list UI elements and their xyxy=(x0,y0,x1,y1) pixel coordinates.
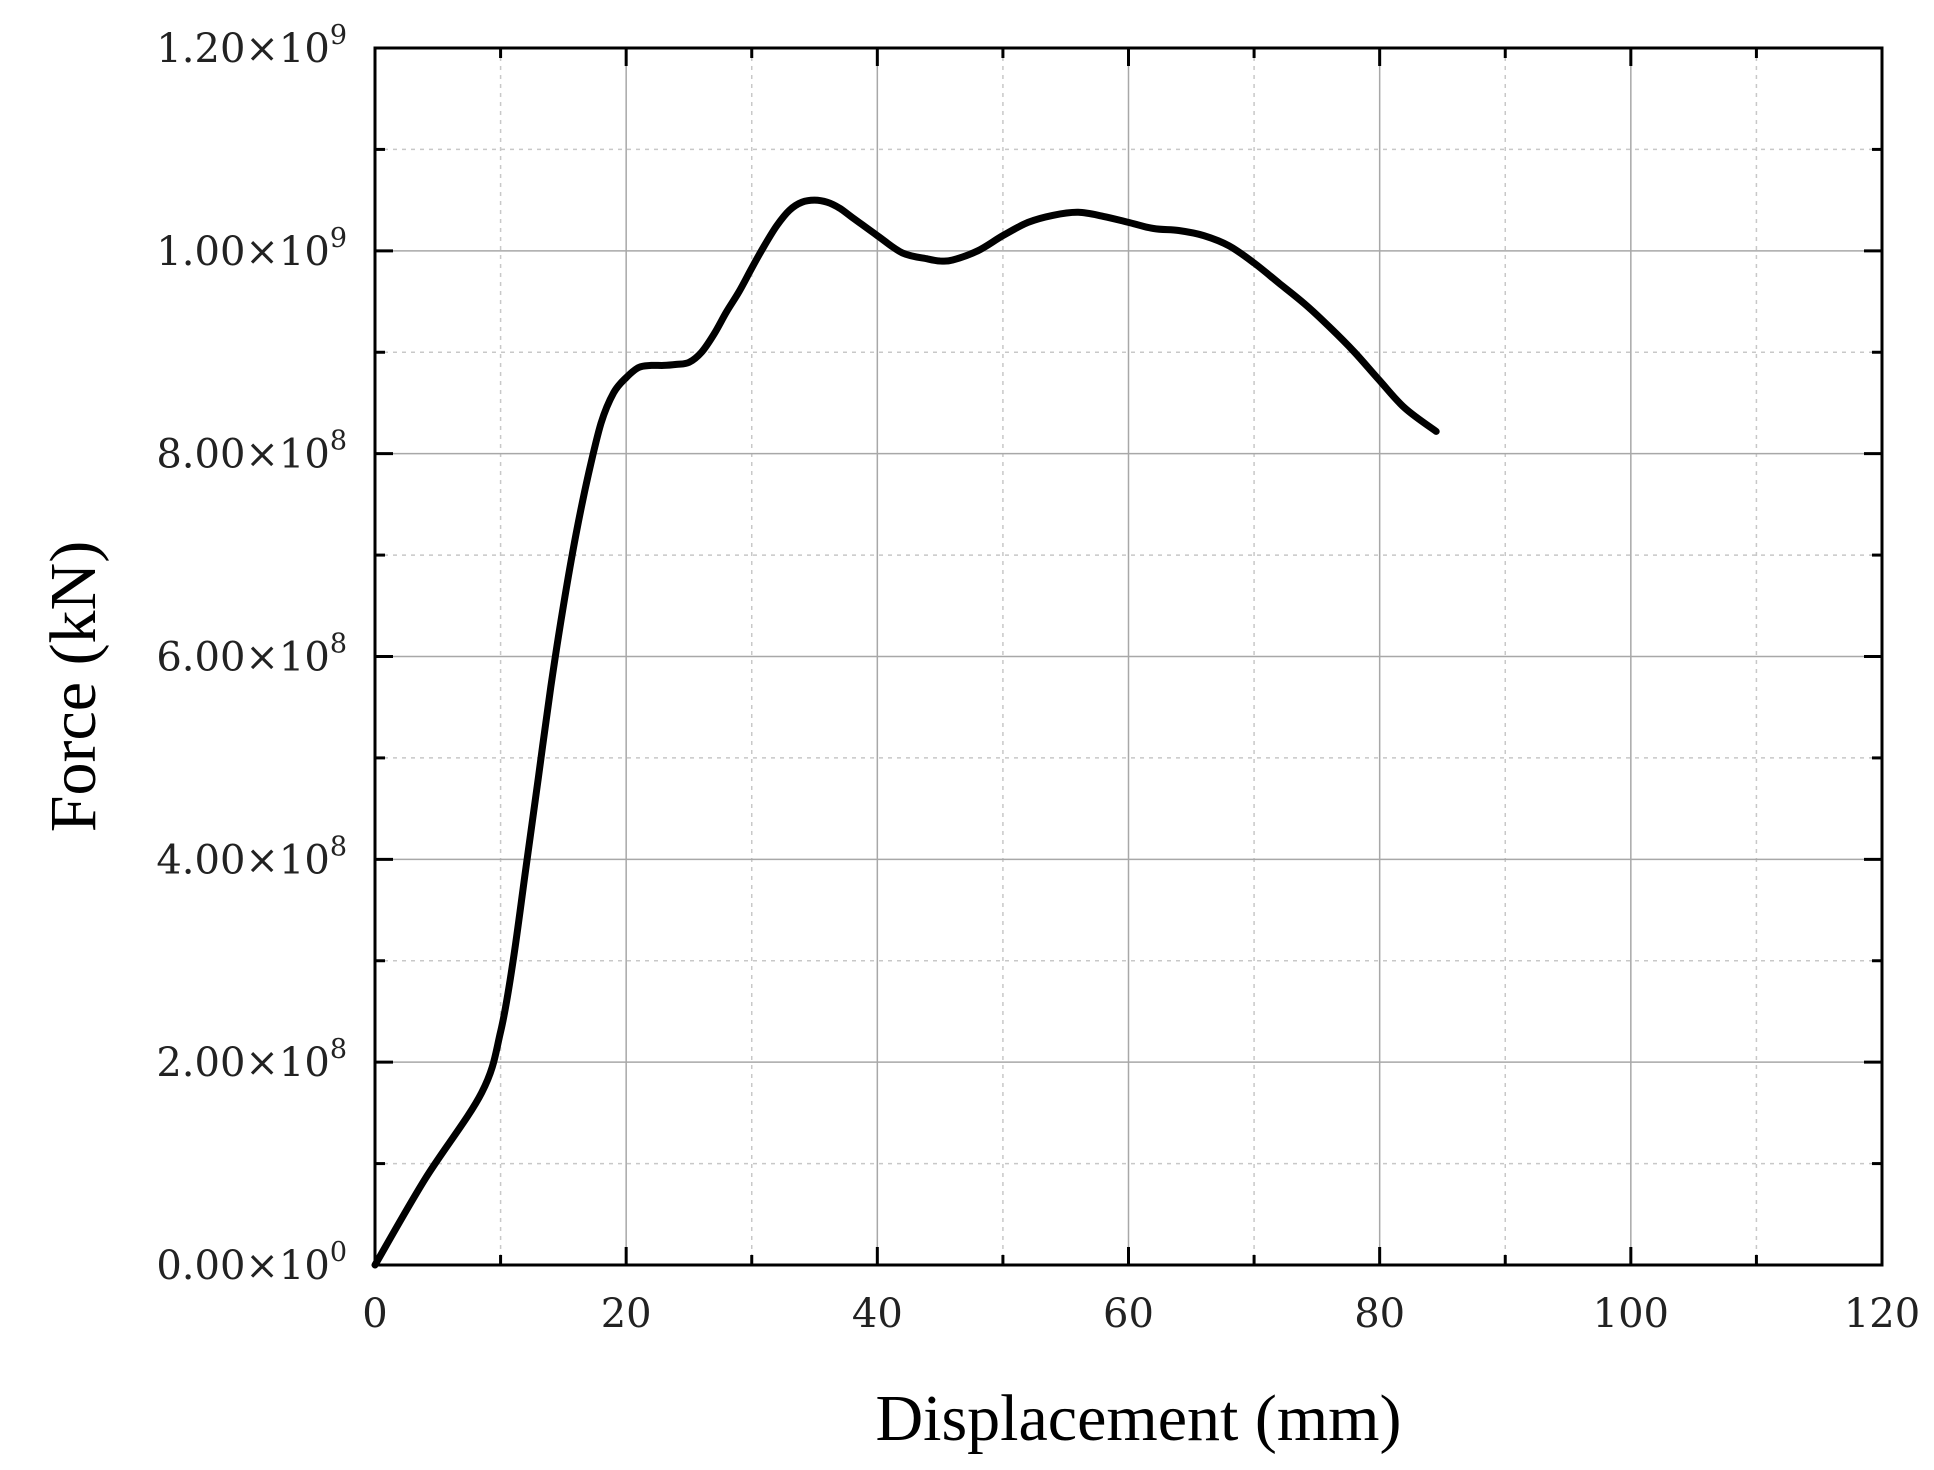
y-tick-label: 8.00×108 xyxy=(156,426,347,478)
y-tick-label: 2.00×108 xyxy=(156,1034,347,1086)
x-tick-label: 80 xyxy=(1354,1291,1405,1337)
y-tick-label: 4.00×108 xyxy=(156,831,347,883)
x-tick-label: 20 xyxy=(601,1291,652,1337)
x-axis-ticks: 0 20 40 60 80 100 120 xyxy=(362,48,1920,1337)
y-axis-label: Force (kN) xyxy=(37,541,110,832)
series-layer xyxy=(371,196,1440,1269)
x-axis-label: Displacement (mm) xyxy=(875,1382,1401,1455)
y-tick-label: 6.00×108 xyxy=(156,629,347,681)
y-tick-label: 0.00×100 xyxy=(156,1237,347,1289)
x-tick-label: 0 xyxy=(362,1291,387,1337)
force-displacement-curve xyxy=(371,196,1440,1269)
y-axis-ticks: 0.00×100 2.00×108 4.00×108 6.00×108 8.00×108… xyxy=(156,20,1882,1289)
x-tick-label: 100 xyxy=(1593,1291,1669,1337)
x-tick-label: 120 xyxy=(1844,1291,1920,1337)
x-tick-label: 40 xyxy=(852,1291,903,1337)
grid xyxy=(375,48,1882,1265)
y-tick-label: 1.00×109 xyxy=(156,223,347,275)
y-tick-label: 1.20×109 xyxy=(156,20,347,72)
x-tick-label: 60 xyxy=(1103,1291,1154,1337)
